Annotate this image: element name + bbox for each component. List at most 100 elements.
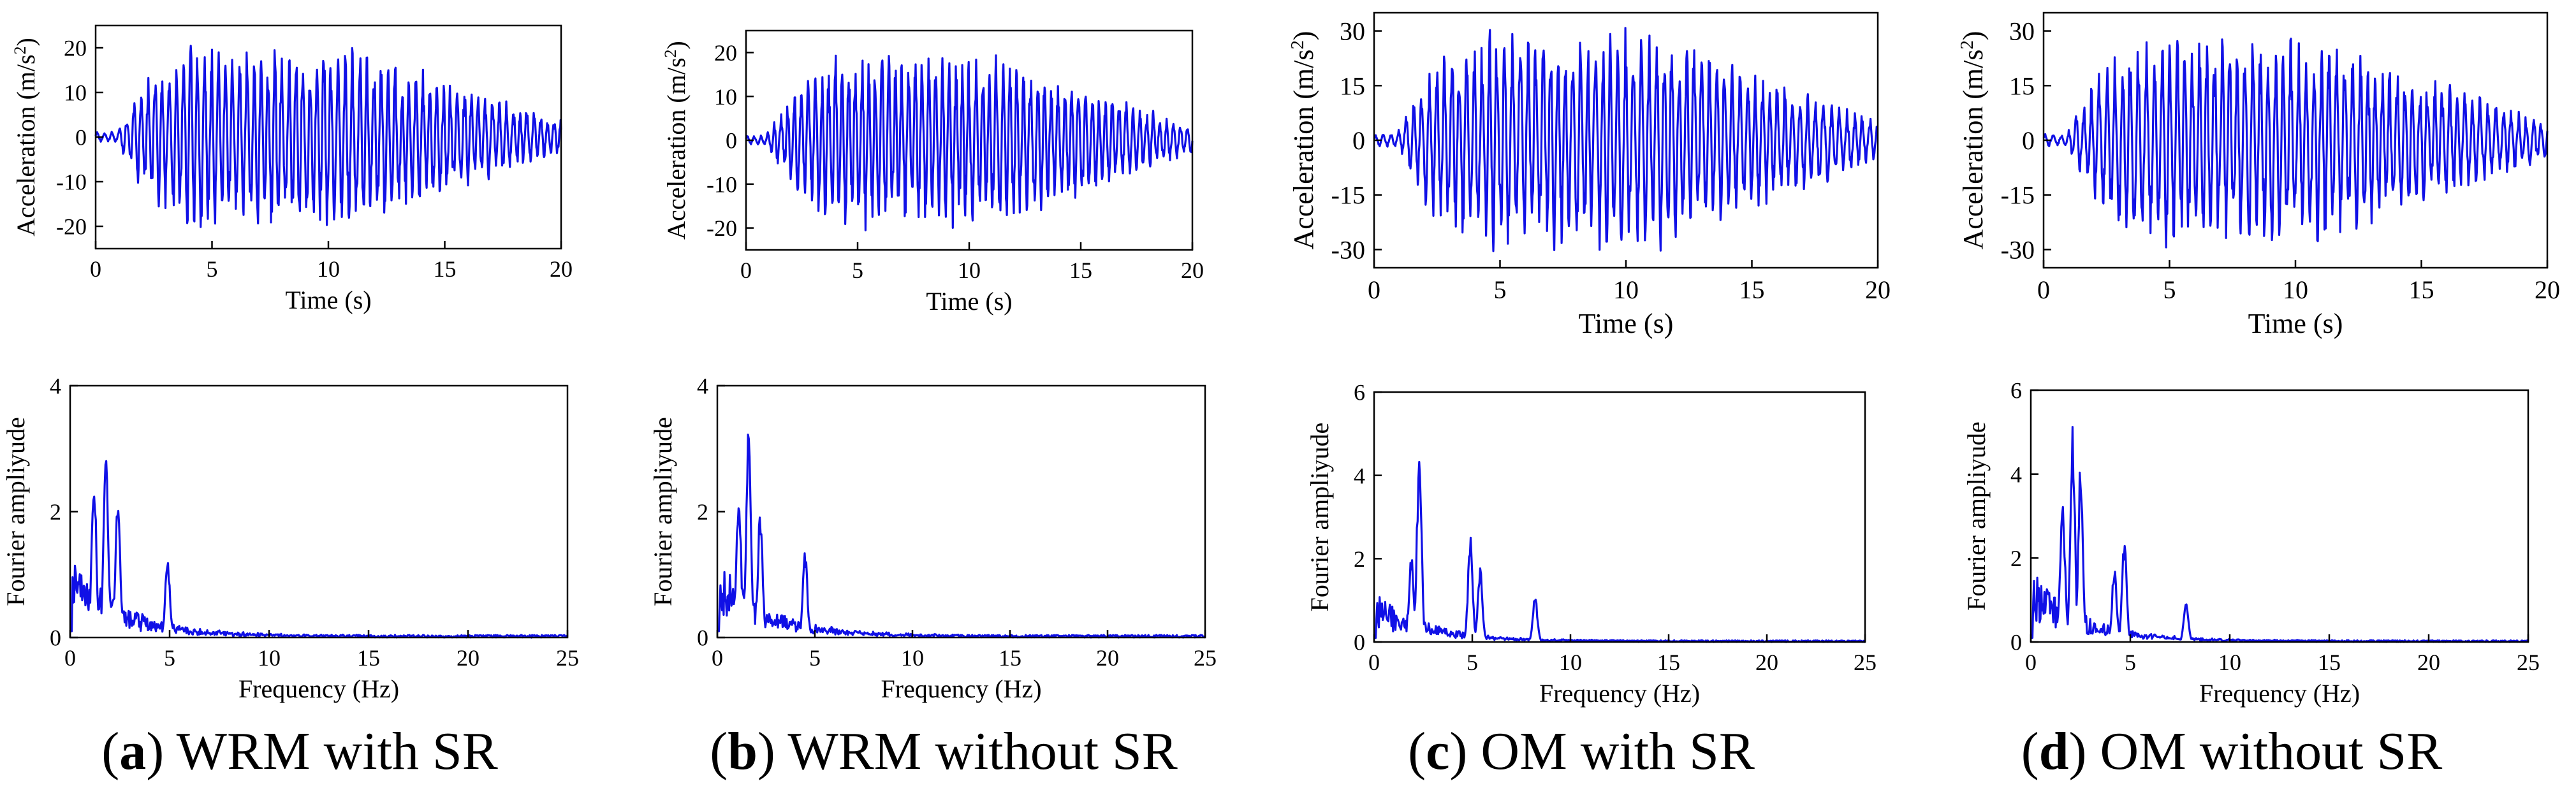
x-tick-label: 5 (1494, 275, 1507, 304)
y-tick-label: 6 (1354, 380, 1365, 405)
y-tick-label: 0 (2022, 126, 2035, 155)
caption-b-title: WRM without SR (787, 722, 1178, 781)
x-tick-label: 20 (1865, 275, 1891, 304)
x-axis-label: Frequency (Hz) (1539, 679, 1700, 708)
y-tick-label: -15 (1331, 181, 1365, 210)
x-tick-label: 0 (712, 645, 723, 671)
caption-a: (a) WRM with SR (101, 722, 498, 781)
x-tick-label: 10 (317, 256, 340, 282)
x-tick-label: 10 (258, 645, 281, 671)
chart-c-time: 0 5 10 15 20 -30 -15 0 15 30 Time (s) Acceleration … (1288, 11, 1891, 339)
y-axis-label: Fourier ampliyude (1305, 423, 1334, 612)
x-tick-label: 10 (1559, 650, 1582, 675)
caption-d-letter: d (2038, 722, 2069, 781)
series-line-c-time (1373, 27, 1878, 252)
y-tick-label: 20 (714, 40, 737, 66)
x-tick-label: 5 (164, 645, 175, 671)
y-axis-label: Acceleration (m/s2) (661, 41, 691, 240)
x-axis-label: Frequency (Hz) (881, 674, 1041, 703)
series-line-d-time (2042, 38, 2549, 249)
caption-c-title: OM with SR (1481, 722, 1755, 781)
series-line-c-freq (1373, 461, 1866, 643)
x-tick-label: 5 (1467, 650, 1478, 675)
y-tick-label: 2 (2010, 546, 2022, 571)
y-tick-label: 6 (2010, 378, 2022, 404)
caption-b-letter: b (728, 722, 757, 781)
x-tick-label: 15 (1657, 650, 1680, 675)
y-tick-label: 0 (1354, 630, 1365, 655)
x-tick-label: 25 (556, 645, 579, 671)
x-tick-label: 25 (2517, 650, 2540, 675)
x-tick-label: 0 (90, 256, 101, 282)
x-tick-label: 15 (1069, 258, 1092, 283)
x-tick-label: 20 (2535, 275, 2560, 304)
x-axis-label: Time (s) (926, 287, 1012, 316)
y-tick-label: -15 (2001, 181, 2035, 210)
x-tick-label: 15 (434, 256, 457, 282)
y-tick-label: 0 (2010, 630, 2022, 655)
x-tick-label: 20 (1181, 258, 1204, 283)
x-tick-label: 5 (809, 645, 821, 671)
x-axis-label: Time (s) (2248, 308, 2343, 339)
y-tick-label: 2 (1354, 546, 1365, 572)
x-tick-label: 15 (2409, 275, 2434, 304)
x-tick-label: 5 (2163, 275, 2176, 304)
caption-d-title: OM without SR (2100, 722, 2443, 781)
x-axis-label: Time (s) (285, 286, 371, 314)
series-line-b-freq (717, 434, 1206, 639)
chart-d-freq: 0 5 10 15 20 25 0 2 4 6 Frequency (Hz) Fourier ampl… (1962, 378, 2540, 708)
x-tick-label: 20 (1755, 650, 1778, 675)
x-tick-label: 5 (2125, 650, 2136, 675)
y-tick-label: 0 (1352, 126, 1365, 155)
y-axis-label: Fourier ampliyude (1, 417, 30, 606)
series-line-b-time (745, 54, 1194, 231)
y-axis-label: Acceleration (m/s2) (1958, 31, 1989, 250)
chart-b-freq: 0 5 10 15 20 25 0 2 4 Frequency (Hz) Fourier ampli… (648, 374, 1217, 703)
caption-c: (c) OM with SR (1408, 722, 1755, 781)
plot-frame-d-freq (2030, 389, 2529, 643)
caption-a-letter: a (119, 722, 147, 781)
x-tick-label: 10 (1613, 275, 1639, 304)
chart-b-time: 0 5 10 15 20 -20 -10 0 10 20 Time (s) Acceleration … (661, 29, 1204, 316)
caption-d: (d) OM without SR (2021, 722, 2443, 781)
caption-c-letter: c (1426, 722, 1450, 781)
y-tick-label: 30 (2009, 17, 2035, 46)
series-line-a-freq (70, 460, 569, 639)
y-tick-label: 4 (697, 374, 708, 399)
y-tick-label: -30 (1331, 235, 1365, 264)
x-tick-label: 10 (2283, 275, 2308, 304)
y-tick-label: 2 (697, 499, 708, 525)
x-tick-label: 20 (457, 645, 479, 671)
plot-frame-b-freq (716, 384, 1206, 639)
y-tick-label: 4 (2010, 462, 2022, 487)
y-tick-label: -20 (706, 215, 737, 241)
x-tick-label: 10 (2218, 650, 2241, 675)
y-axis-label: Acceleration (m/s2) (11, 38, 41, 237)
x-axis-label: Frequency (Hz) (2199, 679, 2360, 708)
y-tick-label: 20 (64, 36, 87, 61)
y-tick-label: 10 (64, 80, 87, 106)
x-tick-label: 0 (1368, 650, 1380, 675)
x-tick-label: 15 (1739, 275, 1765, 304)
y-tick-label: 15 (1340, 71, 1365, 100)
y-tick-label: -30 (2001, 235, 2035, 264)
plot-frame-c-freq (1373, 391, 1866, 643)
x-axis-label: Frequency (Hz) (238, 674, 399, 703)
x-tick-label: 0 (740, 258, 752, 283)
y-tick-label: 0 (697, 625, 708, 651)
y-tick-label: -10 (56, 170, 87, 195)
y-tick-label: 30 (1340, 17, 1365, 46)
y-tick-label: 15 (2009, 71, 2035, 100)
x-axis-label: Time (s) (1579, 308, 1674, 339)
caption-b: (b) WRM without SR (710, 722, 1178, 781)
series-line-a-time (94, 45, 562, 228)
x-tick-label: 0 (1368, 275, 1380, 304)
x-tick-label: 5 (852, 258, 863, 283)
x-tick-label: 20 (550, 256, 573, 282)
chart-a-freq: 0 5 10 15 20 25 0 2 4 Frequency (Hz) Fourier ampli… (1, 374, 579, 703)
x-tick-label: 20 (1096, 645, 1119, 671)
x-tick-label: 10 (958, 258, 981, 283)
x-tick-label: 10 (901, 645, 924, 671)
y-tick-label: -10 (706, 171, 737, 197)
